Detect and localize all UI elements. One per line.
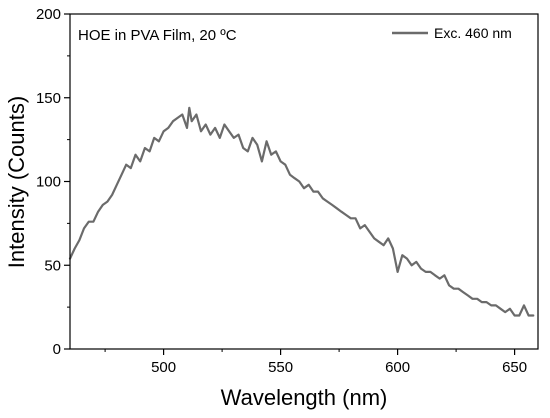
x-tick-label: 600 bbox=[385, 359, 410, 376]
y-tick-label: 200 bbox=[36, 6, 61, 23]
tick-labels: 500 550 600 650 0 50 100 150 200 bbox=[36, 6, 527, 376]
legend: Exc. 460 nm bbox=[392, 25, 512, 41]
y-tick-label: 100 bbox=[36, 174, 61, 191]
y-tick-label: 0 bbox=[53, 341, 61, 358]
axis-ticks bbox=[64, 13, 516, 355]
legend-label: Exc. 460 nm bbox=[434, 25, 512, 41]
series-layer bbox=[68, 106, 535, 317]
y-tick-label: 50 bbox=[44, 257, 61, 274]
series-line-0 bbox=[68, 106, 535, 317]
plot-frame bbox=[69, 13, 539, 350]
x-axis-title: Wavelength (nm) bbox=[221, 385, 388, 410]
y-tick-label: 150 bbox=[36, 90, 61, 107]
x-tick-label: 550 bbox=[268, 359, 293, 376]
y-axis-title: Intensity (Counts) bbox=[4, 96, 29, 268]
x-tick-label: 650 bbox=[502, 359, 527, 376]
chart-annotation: HOE in PVA Film, 20 ºC bbox=[78, 27, 237, 44]
x-tick-label: 500 bbox=[151, 359, 176, 376]
